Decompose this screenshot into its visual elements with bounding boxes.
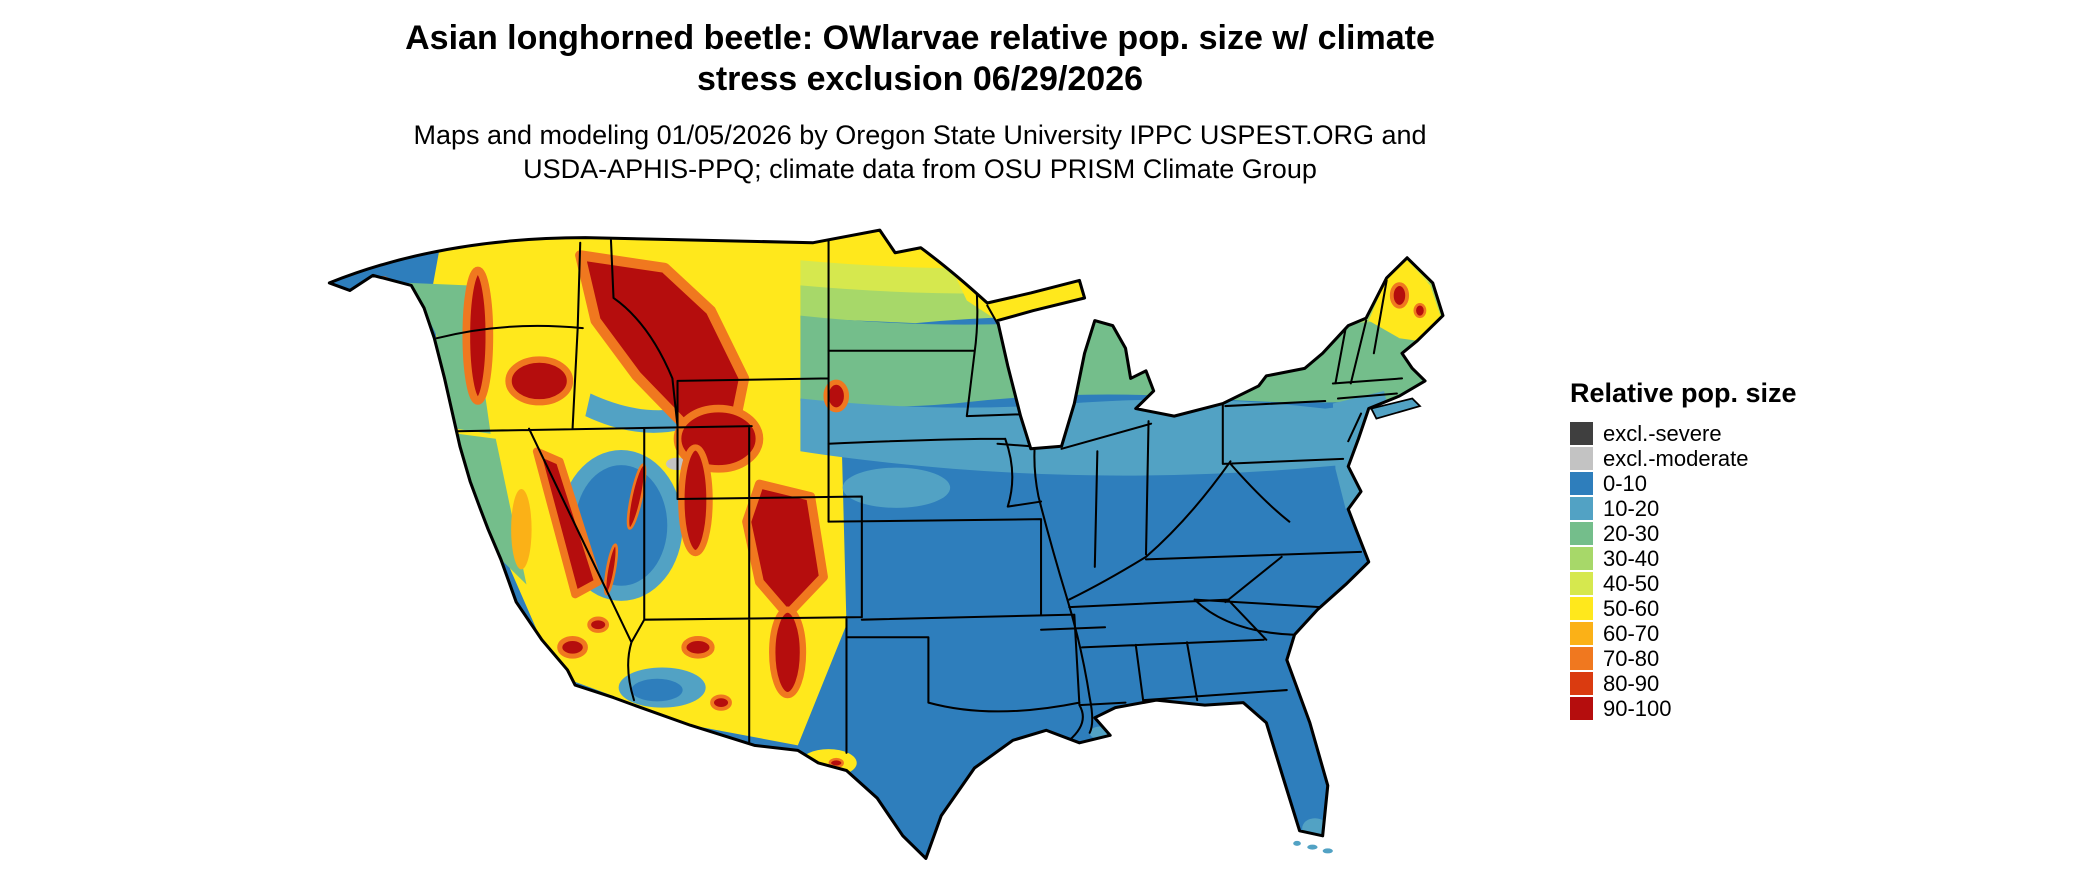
map-region-shape: [603, 543, 619, 596]
legend-swatch: [1570, 572, 1593, 595]
long-island-shape: [1369, 397, 1422, 420]
legend-swatch: [1570, 472, 1593, 495]
legend-label: 90-100: [1603, 695, 1672, 721]
page-subtitle: Maps and modeling 01/05/2026 by Oregon S…: [0, 118, 1840, 186]
legend-label: excl.-severe: [1603, 420, 1722, 446]
legend-item: 0-10: [1570, 471, 1890, 496]
map-region-shape: [800, 393, 1443, 476]
page-title-line1: Asian longhorned beetle: OWlarvae relati…: [405, 19, 1435, 57]
legend-item: 90-100: [1570, 696, 1890, 721]
map-region-shape: [678, 444, 713, 557]
map-region-shape: [505, 356, 574, 406]
legend-item: 20-30: [1570, 521, 1890, 546]
legend-swatch: [1570, 422, 1593, 445]
legend-swatch: [1570, 597, 1593, 620]
legend-item: 30-40: [1570, 546, 1890, 571]
legend-swatch: [1570, 697, 1593, 720]
page-title: Asian longhorned beetle: OWlarvae relati…: [0, 18, 1840, 100]
map-region-shape: [631, 678, 683, 702]
map-region-shape: [769, 606, 807, 699]
florida-keys: [1293, 840, 1333, 854]
legend-item: 60-70: [1570, 621, 1890, 646]
legend: Relative pop. size excl.-severe excl.-mod…: [1570, 378, 1890, 721]
page-subtitle-line2: USDA-APHIS-PPQ; climate data from OSU PR…: [523, 154, 1317, 184]
legend-swatch: [1570, 447, 1593, 470]
legend-label: 50-60: [1603, 595, 1660, 621]
page-title-line2: stress exclusion 06/29/2026: [696, 60, 1144, 98]
map-region-shape: [511, 489, 532, 570]
legend-label: 40-50: [1603, 570, 1660, 596]
map-region-shape: [532, 447, 603, 599]
legend-item: 10-20: [1570, 496, 1890, 521]
legend-swatch: [1570, 497, 1593, 520]
map-region-shape: [681, 636, 715, 659]
legend-title: Relative pop. size: [1570, 378, 1797, 408]
legend-label: excl.-moderate: [1603, 445, 1749, 471]
map-region-shape: [710, 694, 732, 711]
map-region-shape: [557, 636, 588, 659]
legend-label: 10-20: [1603, 495, 1660, 521]
map-color-regions: [329, 230, 1443, 859]
state-borders-east: [1060, 279, 1404, 704]
legend-swatch: [1570, 547, 1593, 570]
map-region-shape: [1322, 848, 1333, 854]
legend-label: 80-90: [1603, 670, 1660, 696]
page-subtitle-line1: Maps and modeling 01/05/2026 by Oregon S…: [413, 120, 1427, 150]
map-region-shape: [842, 467, 951, 508]
map-region-shape: [1413, 303, 1427, 319]
legend-item: 70-80: [1570, 646, 1890, 671]
map-region-shape: [587, 616, 610, 633]
legend-item: 40-50: [1570, 571, 1890, 596]
map-region-shape: [1389, 282, 1410, 309]
legend-label: 20-30: [1603, 520, 1660, 546]
us-map: [250, 205, 1530, 892]
legend-label: 70-80: [1603, 645, 1660, 671]
legend-item: 50-60: [1570, 596, 1890, 621]
map-region-shape: [585, 393, 691, 433]
legend-swatch: [1570, 672, 1593, 695]
state-borders-west: [435, 239, 863, 754]
legend-swatch: [1570, 647, 1593, 670]
legend-item: excl.-severe: [1570, 421, 1890, 446]
legend-label: 30-40: [1603, 545, 1660, 571]
legend-label: 0-10: [1603, 470, 1648, 496]
legend-item: excl.-moderate: [1570, 446, 1890, 471]
legend-items: excl.-severe excl.-moderate 0-10 10-20 20-30…: [1570, 421, 1890, 721]
map-region-shape: [1293, 840, 1301, 846]
map-region-shape: [1307, 844, 1318, 850]
map-region-shape: [823, 379, 850, 413]
map-region-shape: [408, 282, 478, 344]
map-region-shape: [462, 266, 494, 405]
map-region-shape: [457, 433, 527, 585]
legend-swatch: [1570, 622, 1593, 645]
legend-label: 60-70: [1603, 620, 1660, 646]
us-map-graphic: [327, 228, 1445, 860]
legend-swatch: [1570, 522, 1593, 545]
legend-item: 80-90: [1570, 671, 1890, 696]
